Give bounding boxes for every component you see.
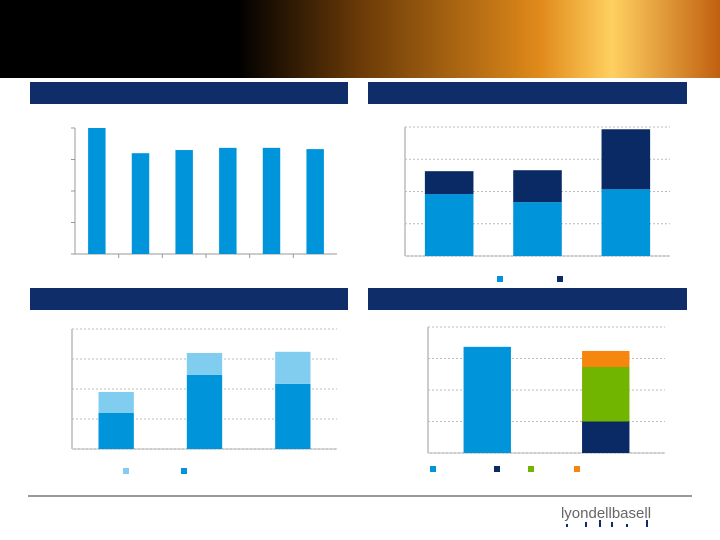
- bar: [88, 128, 106, 254]
- legend-swatch: [557, 276, 563, 282]
- bar: [463, 346, 511, 453]
- legend-swatch: [430, 466, 436, 472]
- panel-header: [368, 288, 687, 310]
- bar: [131, 153, 150, 254]
- bar: [424, 194, 474, 256]
- bar: [582, 421, 630, 453]
- panel-header: [30, 82, 348, 104]
- header-banner: [0, 0, 720, 78]
- legend-swatch: [181, 468, 187, 474]
- legend-swatch: [497, 276, 503, 282]
- bar: [513, 170, 562, 203]
- legend-swatch: [574, 466, 580, 472]
- logo-marks: [566, 520, 648, 527]
- bar: [186, 374, 223, 449]
- bar: [98, 392, 134, 413]
- bar: [98, 413, 134, 449]
- bar: [582, 350, 630, 368]
- bar: [275, 383, 311, 449]
- panel-header: [368, 82, 687, 104]
- bar: [424, 171, 474, 195]
- panel-header: [30, 288, 348, 310]
- bar: [513, 202, 562, 256]
- bar: [186, 353, 223, 375]
- bar: [582, 367, 630, 422]
- bar: [601, 189, 651, 256]
- bar: [175, 150, 193, 254]
- bar: [262, 147, 281, 254]
- legend-swatch: [528, 466, 534, 472]
- bar: [306, 149, 324, 254]
- bar: [275, 351, 311, 384]
- legend-swatch: [494, 466, 500, 472]
- legend-swatch: [123, 468, 129, 474]
- bar: [219, 147, 237, 254]
- bar: [601, 129, 651, 190]
- logo: lyondellbasell: [561, 505, 651, 522]
